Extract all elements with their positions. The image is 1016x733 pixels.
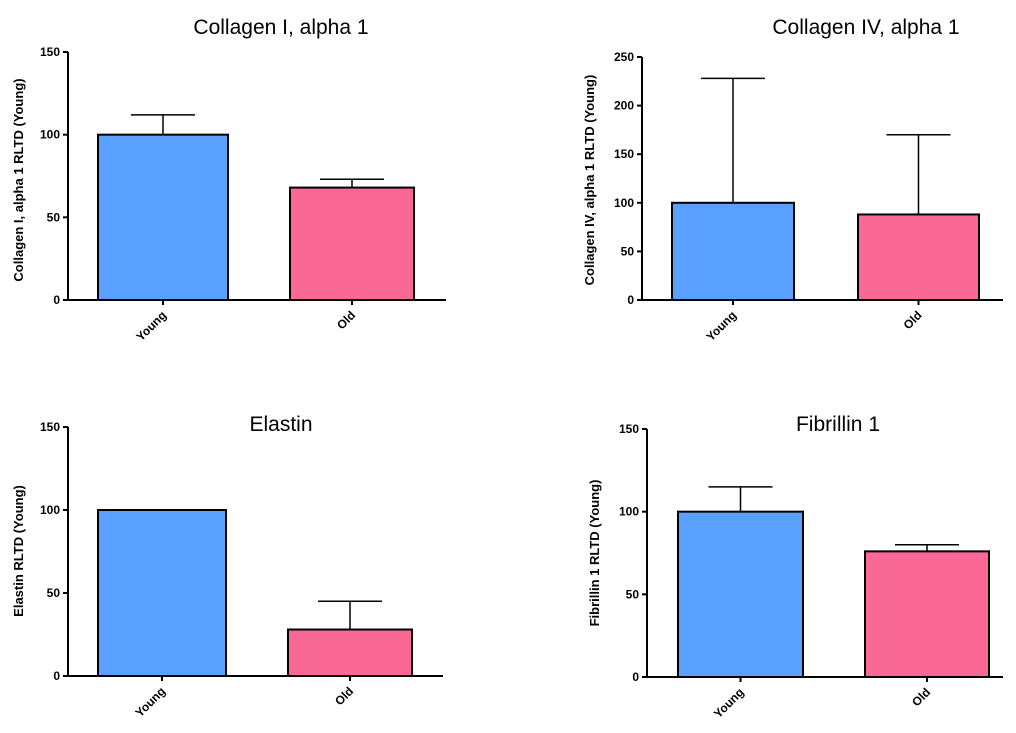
y-tick-label: 50: [47, 210, 61, 224]
x-tick-label: Old: [909, 685, 933, 709]
bar-young: [677, 510, 804, 678]
chart-title: Collagen I, alpha 1: [193, 16, 368, 39]
y-tick-label: 0: [53, 669, 60, 683]
bar-young: [97, 133, 229, 301]
y-tick-label: 0: [53, 293, 60, 307]
bar-old: [287, 628, 413, 678]
chart-title: Collagen IV, alpha 1: [772, 16, 959, 39]
y-tick-label: 50: [47, 586, 61, 600]
x-tick-label: Old: [332, 684, 356, 708]
bar-young: [97, 509, 227, 677]
y-axis-label: Elastin RLTD (Young): [11, 485, 26, 617]
y-tick-label: 0: [632, 670, 639, 684]
bar-young: [671, 201, 795, 301]
y-tick-label: 100: [614, 196, 634, 210]
y-tick-label: 100: [40, 503, 60, 517]
y-tick-label: 100: [619, 505, 639, 519]
y-tick-label: 150: [619, 422, 639, 436]
y-axis-label: Collagen IV, alpha 1 RLTD (Young): [582, 75, 597, 286]
chart-title: Elastin: [249, 413, 312, 436]
y-tick-label: 50: [621, 244, 635, 258]
chart-fibrillin-1: Fibrillin 1 Fibrillin 1 RLTD (Young) 0 50…: [587, 413, 1003, 721]
y-tick-label: 150: [40, 45, 60, 59]
y-tick-label: 150: [614, 147, 634, 161]
y-tick-label: 150: [40, 420, 60, 434]
x-tick-label: Young: [703, 308, 739, 344]
x-tick-label: Old: [334, 308, 358, 332]
x-tick-label: Young: [132, 684, 168, 720]
y-tick-label: 200: [614, 99, 634, 113]
x-tick-label: Old: [901, 308, 925, 332]
chart-collagen-1: Collagen I, alpha 1 Collagen I, alpha 1 …: [11, 16, 446, 344]
bar-old: [289, 186, 415, 301]
y-tick-label: 250: [614, 50, 634, 64]
x-tick-label: Young: [711, 685, 747, 721]
bar-old: [857, 213, 980, 302]
y-tick-label: 0: [627, 293, 634, 307]
chart-collagen-4: Collagen IV, alpha 1 Collagen IV, alpha …: [582, 16, 1003, 344]
chart-title: Fibrillin 1: [796, 413, 880, 436]
y-tick-label: 100: [40, 128, 60, 142]
y-tick-label: 50: [626, 587, 640, 601]
chart-elastin: Elastin Elastin RLTD (Young) 0 50 100 150 Yo…: [11, 413, 443, 720]
bar-old: [864, 550, 990, 679]
x-tick-label: Young: [133, 308, 169, 344]
y-axis-label: Fibrillin 1 RLTD (Young): [587, 480, 602, 627]
y-axis-label: Collagen I, alpha 1 RLTD (Young): [11, 78, 26, 281]
